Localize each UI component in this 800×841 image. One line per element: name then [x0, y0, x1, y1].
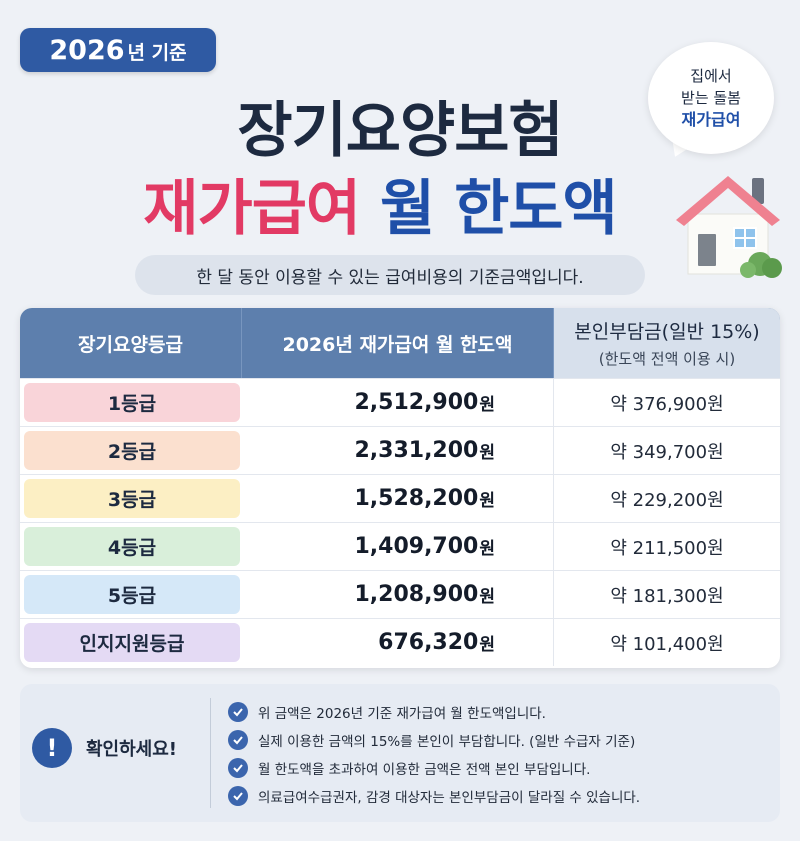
- table-header: 장기요양등급 2026년 재가급여 월 한도액 본인부담금(일반 15%) (한…: [20, 308, 780, 378]
- limit-amount: 1,528,200 원: [242, 475, 554, 522]
- notice-list: 위 금액은 2026년 기준 재가급여 월 한도액입니다. 실제 이용한 금액의…: [228, 698, 640, 810]
- grade-label: 5등급: [24, 575, 240, 614]
- list-item: 위 금액은 2026년 기준 재가급여 월 한도액입니다.: [228, 698, 640, 726]
- notice-box: ! 확인하세요! 위 금액은 2026년 기준 재가급여 월 한도액입니다. 실…: [20, 684, 780, 822]
- limit-amount: 2,331,200 원: [242, 427, 554, 474]
- table-row: 인지지원등급 676,320 원 약 101,400원: [20, 618, 780, 666]
- copay-amount: 약 101,400원: [610, 633, 724, 655]
- copay-amount: 약 181,300원: [610, 585, 724, 607]
- title-monthly-limit: 월 한도액: [380, 174, 618, 244]
- grade-label: 2등급: [24, 431, 240, 470]
- check-icon: [228, 702, 248, 722]
- notice-divider: [210, 698, 211, 808]
- page-title-line1: 장기요양보험: [237, 96, 563, 166]
- year-badge-suffix: 년 기준: [127, 42, 187, 64]
- year-badge-year: 2026: [49, 34, 125, 66]
- list-item: 실제 이용한 금액의 15%를 본인이 부담합니다. (일반 수급자 기준): [228, 726, 640, 754]
- limit-amount: 676,320 원: [242, 619, 554, 666]
- subtitle: 한 달 동안 이용할 수 있는 급여비용의 기준금액입니다.: [135, 255, 645, 295]
- speech-bubble: 집에서 받는 돌봄 재가급여: [648, 42, 774, 154]
- list-item: 의료급여수급권자, 감경 대상자는 본인부담금이 달라질 수 있습니다.: [228, 782, 640, 810]
- limit-amount: 2,512,900 원: [242, 379, 554, 426]
- limit-amount: 1,409,700 원: [242, 523, 554, 570]
- grade-label: 4등급: [24, 527, 240, 566]
- table-row: 5등급 1,208,900 원 약 181,300원: [20, 570, 780, 618]
- title-home-care: 재가급여: [143, 174, 361, 244]
- table-row: 4등급 1,409,700 원 약 211,500원: [20, 522, 780, 570]
- house-icon: [676, 176, 782, 278]
- bubble-line3: 재가급여: [681, 110, 741, 129]
- table-row: 1등급 2,512,900 원 약 376,900원: [20, 378, 780, 426]
- grade-label: 1등급: [24, 383, 240, 422]
- header-limit: 2026년 재가급여 월 한도액: [242, 308, 554, 378]
- header-copay-sub: (한도액 전액 이용 시): [598, 350, 736, 368]
- check-icon: [228, 786, 248, 806]
- page-title-line2: 재가급여 월 한도액: [60, 160, 700, 247]
- exclamation-icon: !: [32, 728, 72, 768]
- table-row: 3등급 1,528,200 원 약 229,200원: [20, 474, 780, 522]
- check-icon: [228, 758, 248, 778]
- list-item: 월 한도액을 초과하여 이용한 금액은 전액 본인 부담입니다.: [228, 754, 640, 782]
- bubble-line1: 집에서: [690, 67, 732, 85]
- copay-amount: 약 376,900원: [610, 393, 724, 415]
- year-badge: 2026 년 기준: [20, 28, 216, 72]
- copay-amount: 약 211,500원: [610, 537, 724, 559]
- check-icon: [228, 730, 248, 750]
- header-grade: 장기요양등급: [20, 308, 242, 378]
- copay-amount: 약 229,200원: [610, 489, 724, 511]
- bubble-line2: 받는 돌봄: [681, 89, 741, 107]
- notice-title: 확인하세요!: [86, 739, 178, 760]
- copay-amount: 약 349,700원: [610, 441, 724, 463]
- limit-table: 장기요양등급 2026년 재가급여 월 한도액 본인부담금(일반 15%) (한…: [20, 308, 780, 668]
- table-row: 2등급 2,331,200 원 약 349,700원: [20, 426, 780, 474]
- header-copay: 본인부담금(일반 15%) (한도액 전액 이용 시): [554, 308, 780, 378]
- grade-label: 3등급: [24, 479, 240, 518]
- grade-label: 인지지원등급: [24, 623, 240, 662]
- limit-amount: 1,208,900 원: [242, 571, 554, 618]
